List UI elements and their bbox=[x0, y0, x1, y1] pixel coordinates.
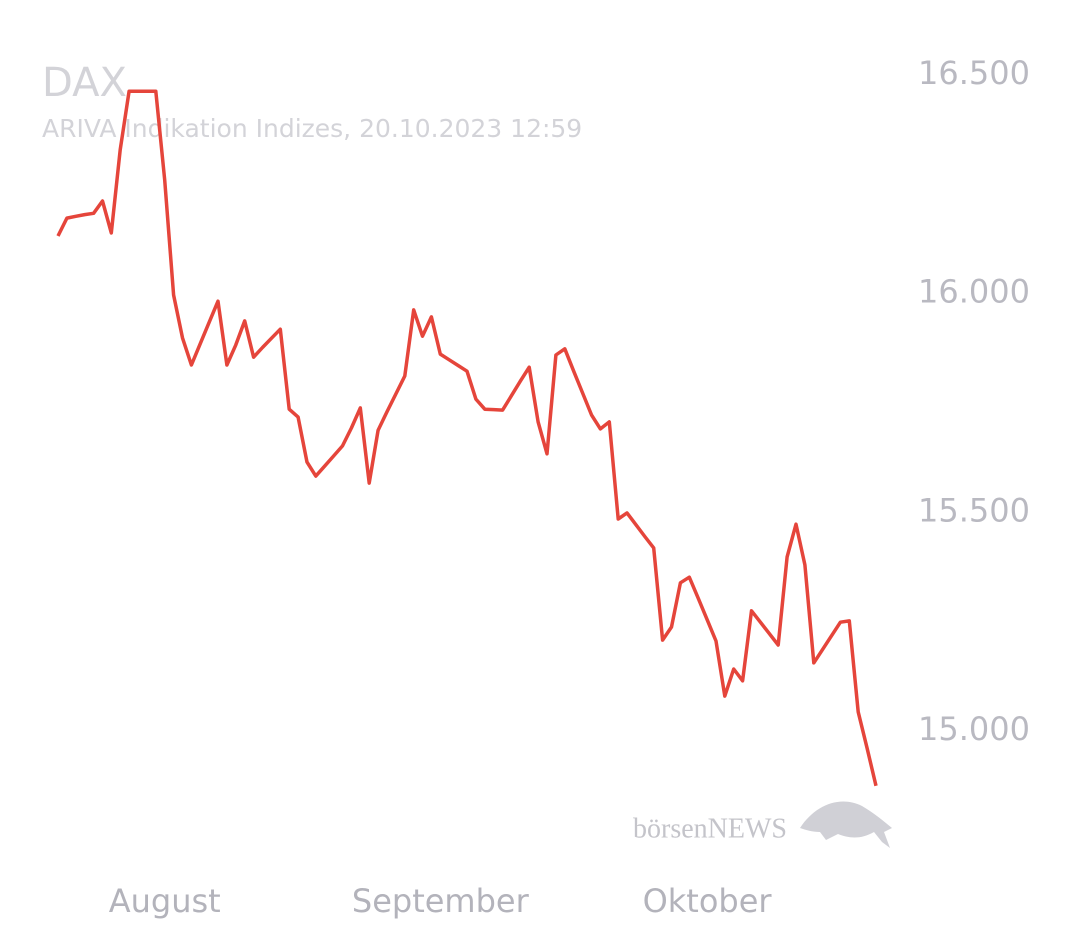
price-line bbox=[56, 89, 878, 787]
y-tick-label: 16.500 bbox=[918, 54, 1030, 92]
x-tick-label: Oktober bbox=[643, 882, 773, 920]
y-tick-label: 16.000 bbox=[918, 273, 1030, 311]
chart-title: DAX bbox=[42, 60, 127, 106]
x-tick-label: September bbox=[352, 882, 530, 920]
chart-subtitle: ARIVA Indikation Indizes, 20.10.2023 12:… bbox=[42, 114, 582, 143]
y-tick-label: 15.000 bbox=[918, 710, 1030, 748]
watermark-icon bbox=[800, 801, 892, 848]
y-tick-label: 15.500 bbox=[918, 491, 1030, 529]
watermark: börsenNEWS bbox=[633, 813, 787, 844]
x-tick-label: August bbox=[109, 882, 221, 920]
